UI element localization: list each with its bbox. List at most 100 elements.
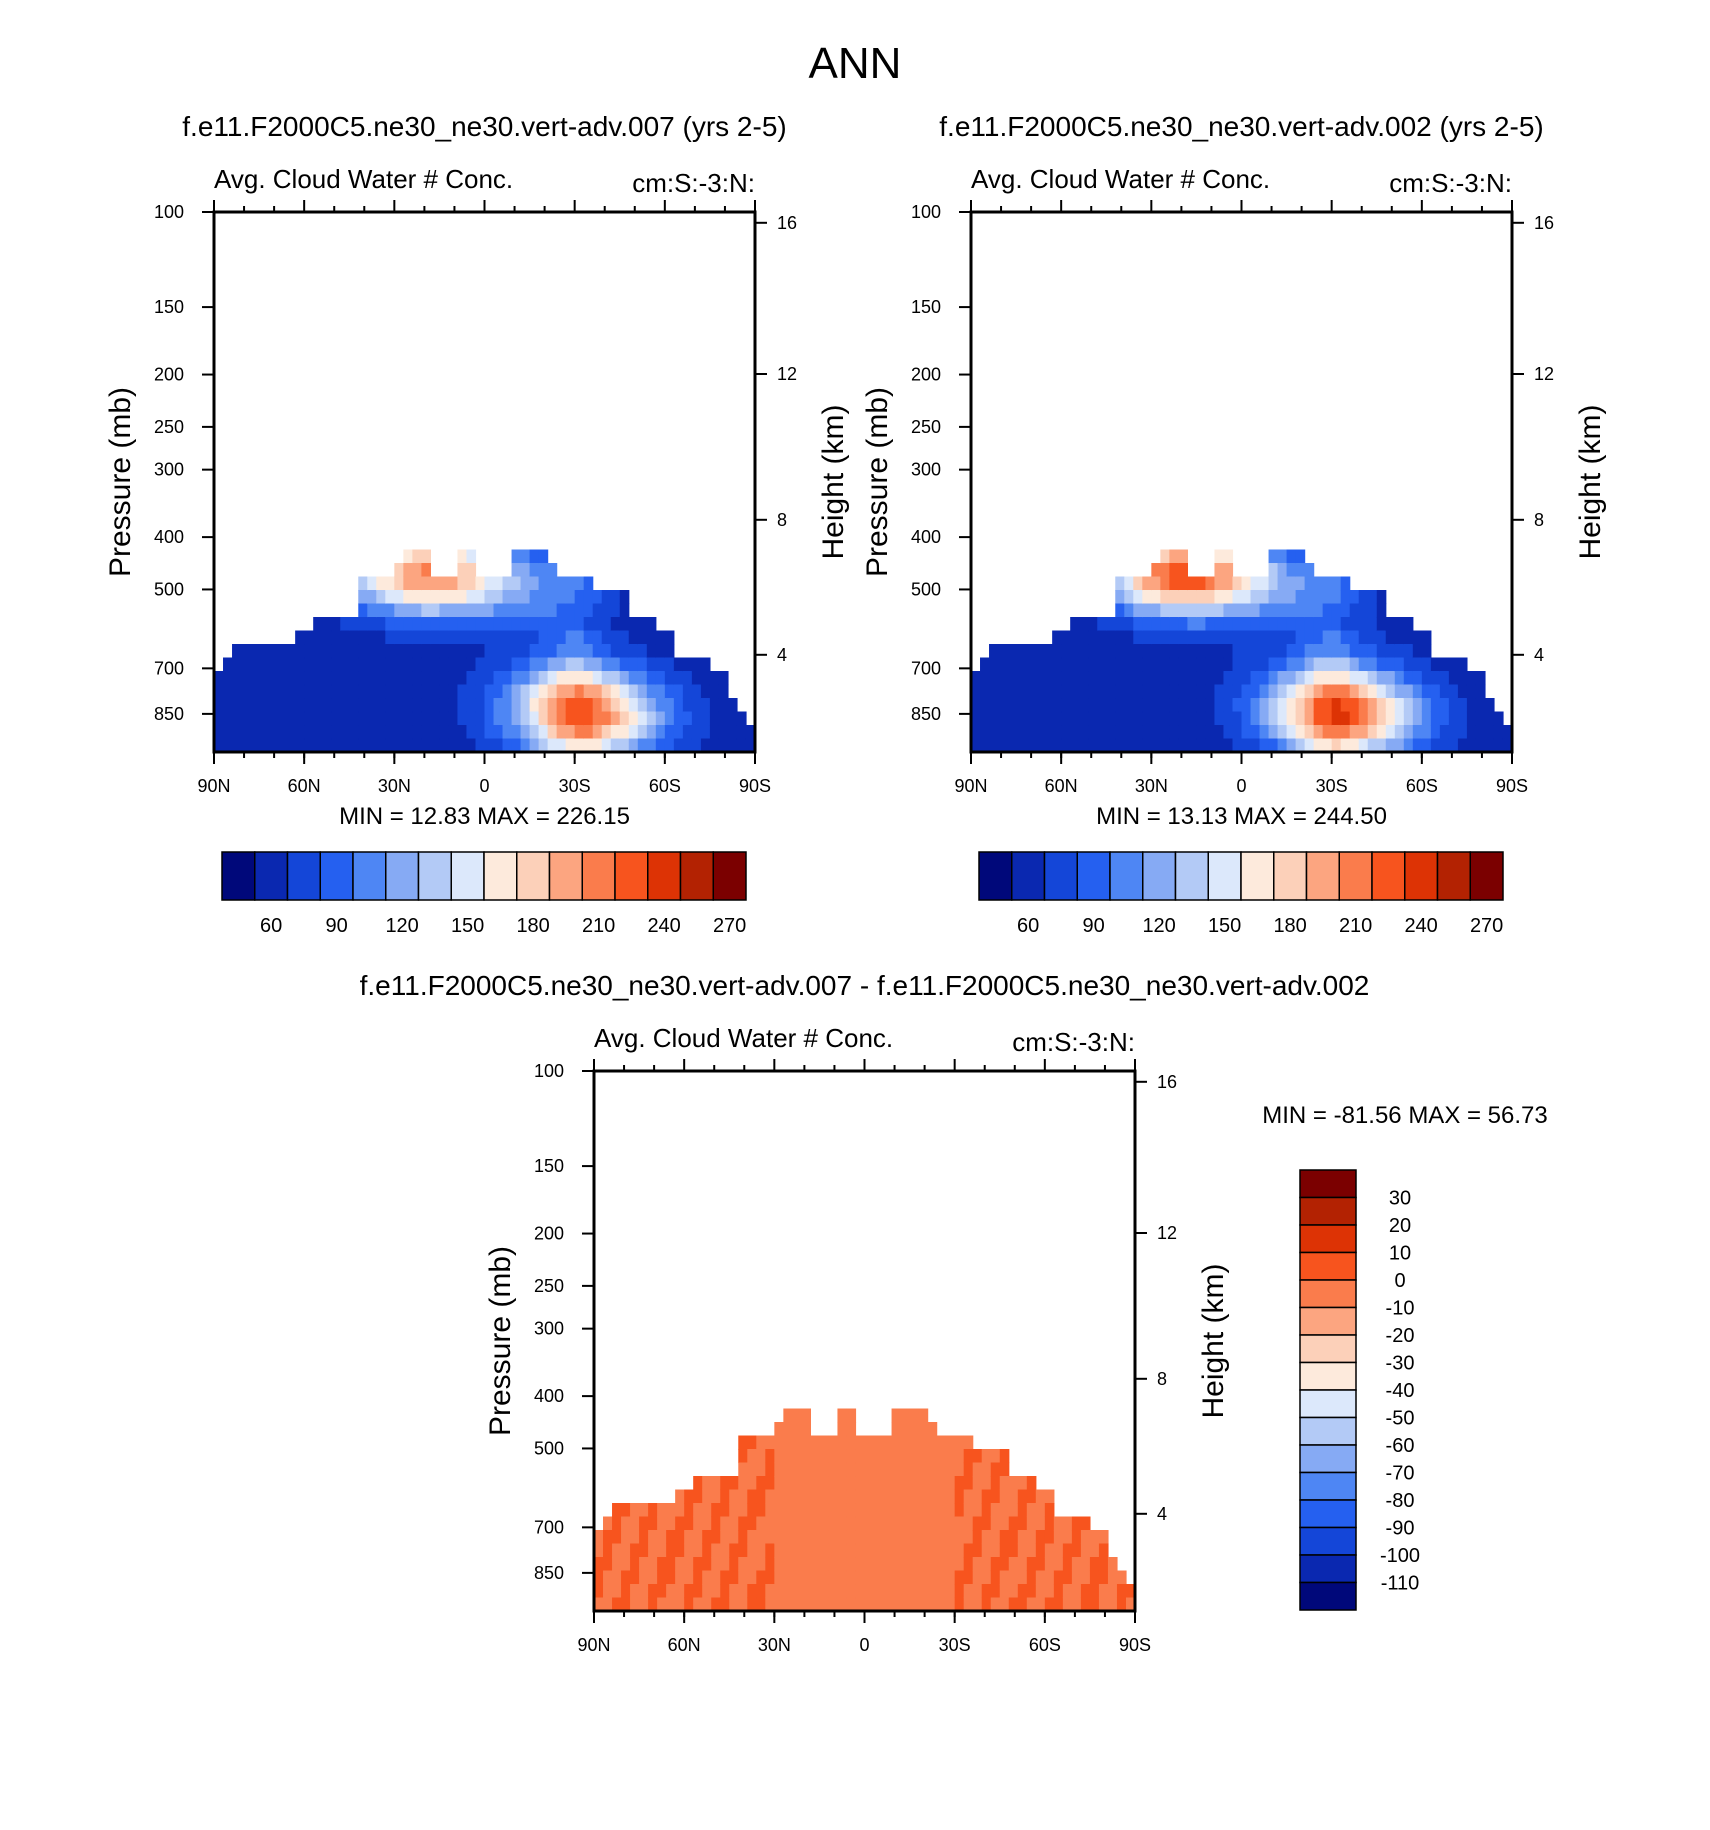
heatmap-cell (1070, 684, 1080, 699)
heatmap-cell (747, 1597, 757, 1612)
heatmap-cell (792, 1503, 802, 1518)
heatmap-cell (295, 698, 305, 713)
heatmap-cell (639, 1543, 649, 1558)
heatmap-cell (846, 1516, 857, 1531)
heatmap-cell (711, 1489, 721, 1504)
heatmap-cell (756, 1503, 766, 1518)
heatmap-cell (295, 644, 305, 659)
y2-tick-label: 8 (1534, 510, 1544, 530)
colorbar-label: 60 (1017, 915, 1039, 937)
heatmap-cell (1358, 630, 1369, 645)
heatmap-cell (1178, 563, 1188, 578)
heatmap-cell (1125, 1584, 1136, 1599)
heatmap-cell (619, 725, 630, 740)
heatmap-cell (1295, 711, 1306, 726)
heatmap-cell (439, 630, 450, 645)
heatmap-cell (682, 657, 693, 672)
heatmap-cell (1124, 698, 1134, 713)
heatmap-cell (520, 576, 531, 591)
heatmap-cell (612, 1584, 622, 1599)
heatmap-cell (657, 1530, 667, 1545)
heatmap-cell (1385, 630, 1396, 645)
heatmap-cell (648, 1543, 658, 1558)
heatmap-cell (648, 1557, 658, 1572)
heatmap-cell (1169, 590, 1179, 605)
heatmap-cell (729, 1584, 739, 1599)
colorbar-box (319, 851, 354, 901)
heatmap-cell (1223, 576, 1234, 591)
heatmap-cell (520, 617, 531, 632)
heatmap-cell (738, 1530, 748, 1545)
heatmap-cell (520, 711, 531, 726)
heatmap-cell (1053, 1516, 1064, 1531)
heatmap-cell (412, 644, 422, 659)
heatmap-cell (403, 630, 413, 645)
heatmap-cell (1098, 1557, 1109, 1572)
heatmap-cell (529, 549, 540, 564)
heatmap-cell (1322, 671, 1333, 686)
heatmap-cell (1304, 725, 1315, 740)
heatmap-cell (565, 590, 576, 605)
heatmap-cell (1088, 698, 1098, 713)
x-tick-label: 30N (1135, 776, 1168, 796)
heatmap-cell (1007, 657, 1017, 672)
heatmap-cell (1313, 657, 1324, 672)
heatmap-cell (1295, 644, 1306, 659)
heatmap-cell (295, 711, 305, 726)
colorbar-label: -100 (1380, 1545, 1420, 1567)
heatmap-cell (340, 657, 350, 672)
colorbar-box (1240, 851, 1275, 901)
heatmap-cell (241, 711, 251, 726)
heatmap-cell (1484, 738, 1495, 753)
heatmap-cell (1232, 698, 1243, 713)
heatmap-cell (1107, 1597, 1118, 1612)
y-tick-label: 100 (534, 1061, 564, 1081)
heatmap-cell (232, 725, 242, 740)
heatmap-cell (385, 684, 395, 699)
heatmap-cell (538, 644, 549, 659)
heatmap-cell (693, 1476, 703, 1491)
heatmap-cell (439, 684, 450, 699)
heatmap-cell (963, 1570, 974, 1585)
heatmap-cell (502, 630, 513, 645)
heatmap-cell (1106, 644, 1116, 659)
heatmap-cell (385, 698, 395, 713)
heatmap-cell (765, 1435, 775, 1450)
heatmap-cell (756, 1557, 766, 1572)
heatmap-cell (675, 1597, 685, 1612)
heatmap-cell (1115, 725, 1125, 740)
heatmap-cell (394, 698, 404, 713)
heatmap-cell (1178, 698, 1188, 713)
heatmap-cell (475, 603, 486, 618)
heatmap-cell (855, 1570, 866, 1585)
heatmap-cell (655, 644, 666, 659)
heatmap-cell (538, 698, 549, 713)
heatmap-cell (1080, 1584, 1091, 1599)
heatmap-cell (1097, 725, 1107, 740)
colorbar-box (1076, 851, 1111, 901)
heatmap-cell (981, 1476, 992, 1491)
heatmap-cell (610, 590, 621, 605)
heatmap-cell (1349, 657, 1360, 672)
heatmap-cell (1502, 738, 1513, 753)
heatmap-cell (1439, 684, 1450, 699)
colorbar-box (1338, 851, 1373, 901)
heatmap-cell (774, 1489, 784, 1504)
heatmap-cell (1214, 549, 1225, 564)
heatmap-cell (358, 698, 368, 713)
heatmap-cell (430, 684, 441, 699)
x-tick-label: 60S (1406, 776, 1438, 796)
heatmap-cell (277, 684, 287, 699)
heatmap-cell (574, 644, 585, 659)
heatmap-cell (1115, 630, 1125, 645)
x-tick-label: 30N (378, 776, 411, 796)
heatmap-cell (738, 1489, 748, 1504)
heatmap-cell (628, 644, 639, 659)
heatmap-cell (1187, 630, 1198, 645)
heatmap-cell (1322, 725, 1333, 740)
heatmap-cell (963, 1449, 974, 1464)
heatmap-cell (457, 644, 468, 659)
heatmap-cell (457, 738, 468, 753)
heatmap-cell (1457, 738, 1468, 753)
heatmap-cell (1043, 738, 1053, 753)
